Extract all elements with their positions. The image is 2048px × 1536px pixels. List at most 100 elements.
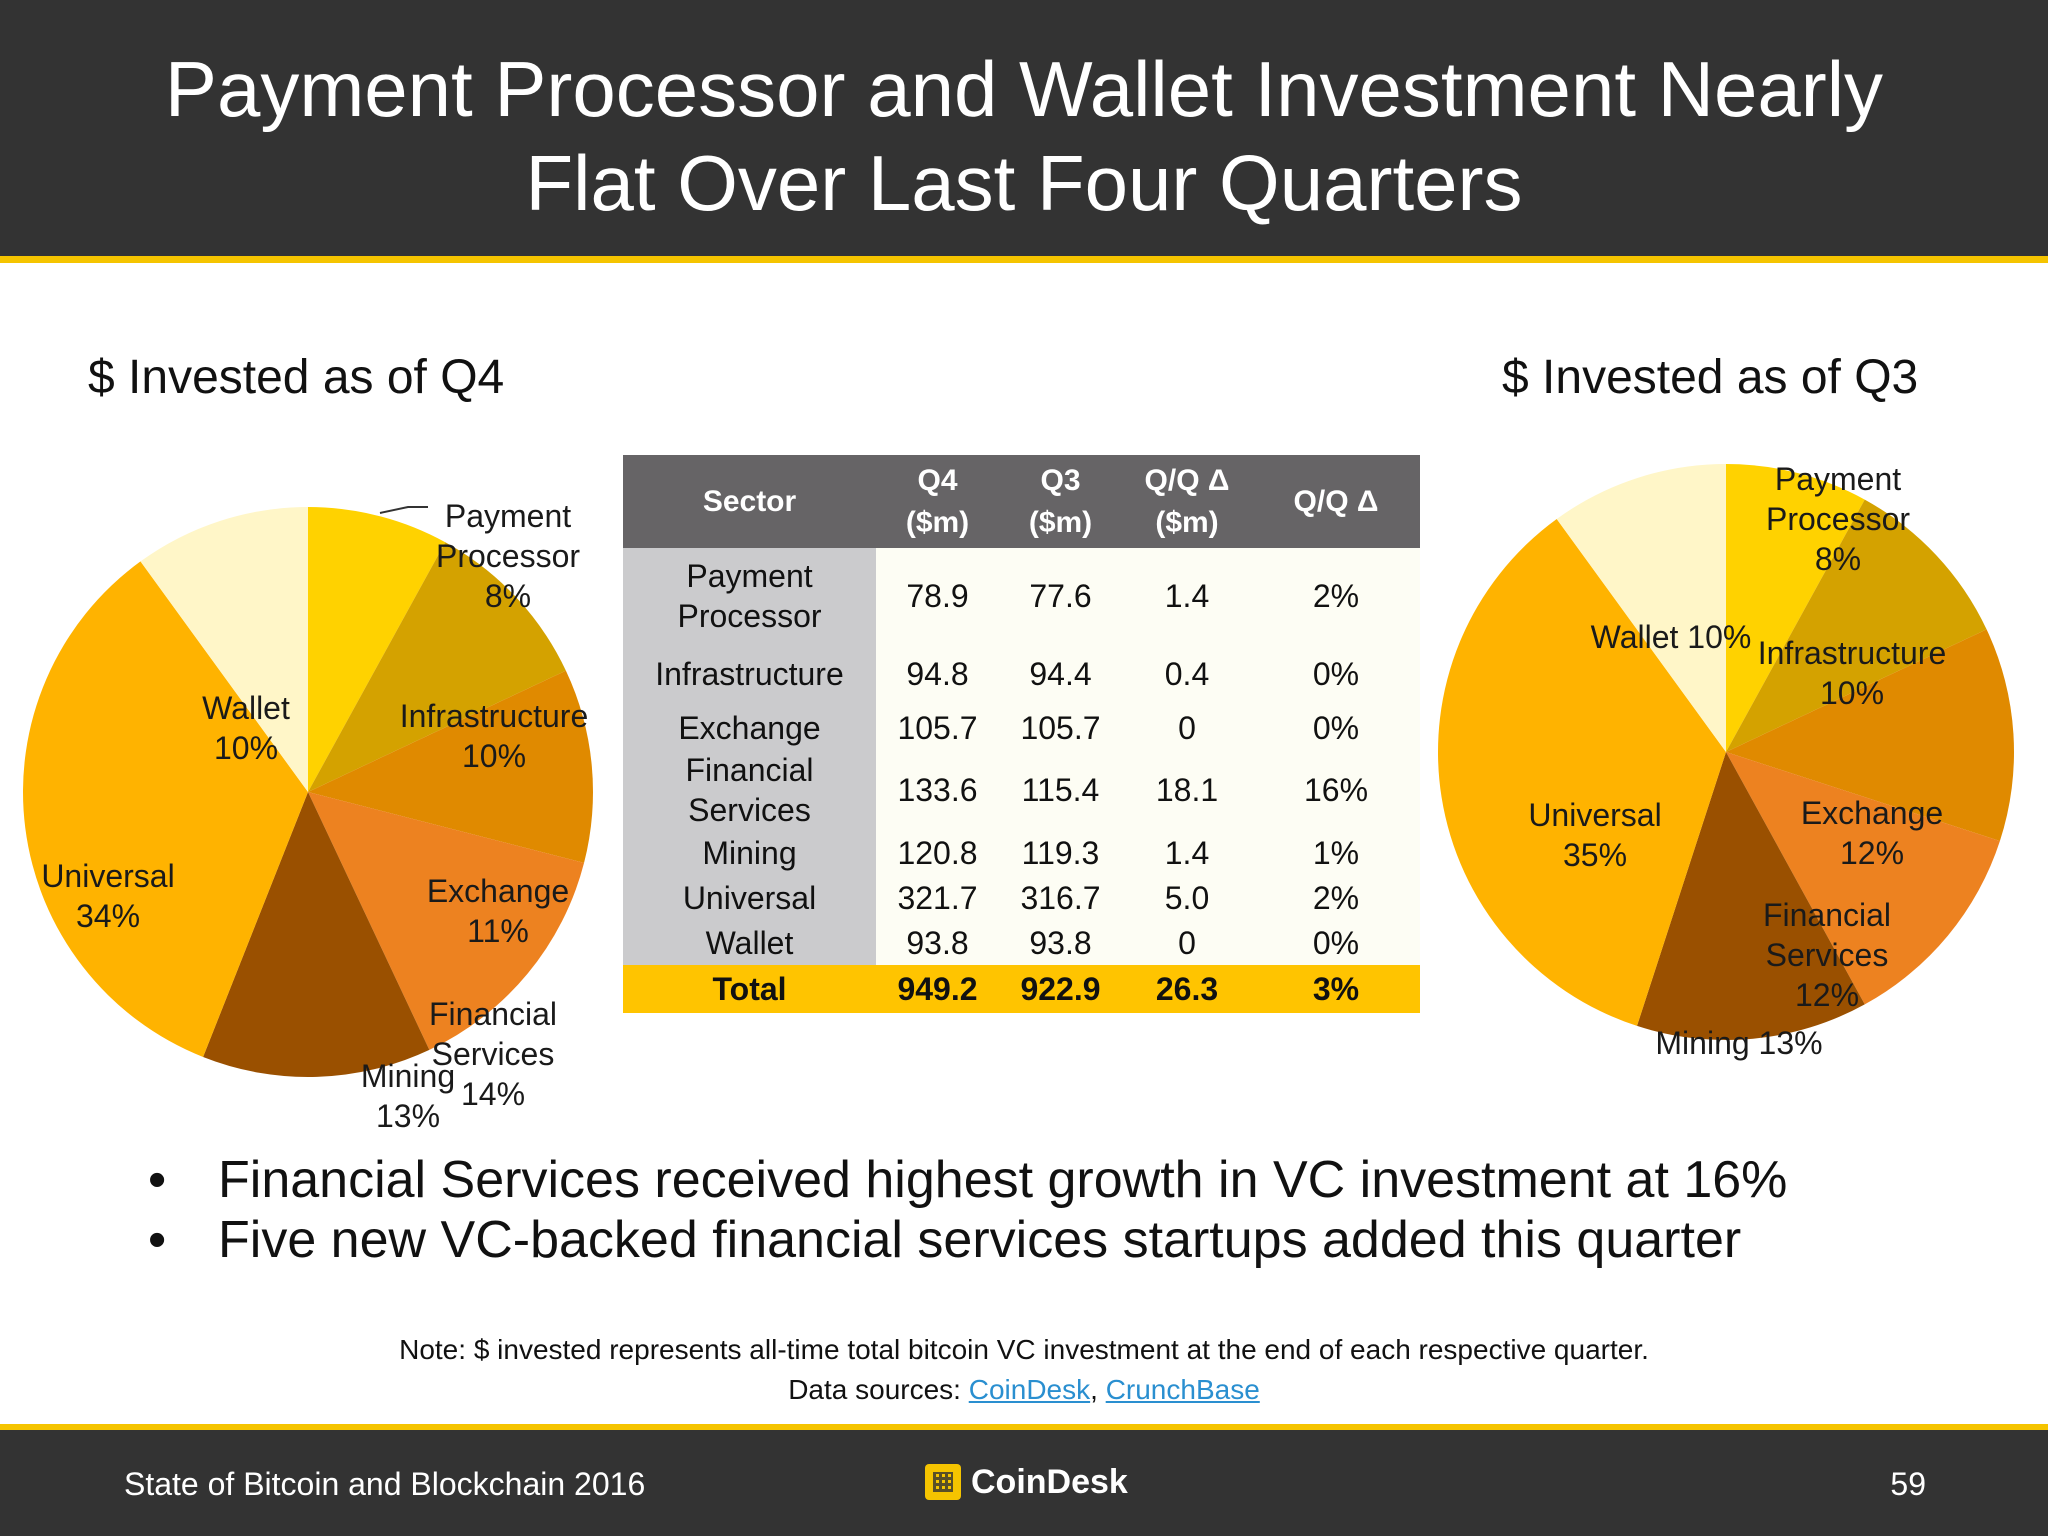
sources-prefix: Data sources: bbox=[788, 1374, 969, 1405]
footnote: Note: $ invested represents all-time tot… bbox=[399, 1334, 1649, 1365]
cell-delta-pct: 1% bbox=[1252, 830, 1420, 875]
cell-q3: 94.4 bbox=[999, 643, 1122, 705]
crunchbase-link[interactable]: CrunchBase bbox=[1105, 1374, 1260, 1405]
slide-title-line-1: Payment Processor and Wallet Investment … bbox=[164, 45, 1884, 133]
footer-report-title: State of Bitcoin and Blockchain 2016 bbox=[124, 1466, 646, 1502]
cell-delta-pct: 0% bbox=[1252, 920, 1420, 965]
cell-q3: 105.7 bbox=[999, 705, 1122, 750]
pie-leader-line bbox=[379, 506, 428, 514]
table-total-row: Total 949.2 922.9 26.3 3% bbox=[623, 965, 1420, 1013]
header-sector: Sector bbox=[623, 455, 876, 548]
cell-total-q4: 949.2 bbox=[876, 965, 999, 1013]
bullet-list: • Financial Services received highest gro… bbox=[148, 1150, 1787, 1270]
sources-separator: , bbox=[1090, 1374, 1106, 1405]
pie-label-universal: Universal 35% bbox=[1528, 797, 1661, 873]
investment-table: Sector Q4 ($m) Q3 ($m) Q/Q Δ ($m) Q/Q Δ Pay… bbox=[623, 455, 1420, 1013]
cell-sector: Financial Services bbox=[623, 750, 876, 830]
cell-total-delta-pct: 3% bbox=[1252, 965, 1420, 1013]
cell-total-delta-m: 26.3 bbox=[1122, 965, 1252, 1013]
cell-delta-m: 1.4 bbox=[1122, 830, 1252, 875]
cell-sector: Exchange bbox=[623, 705, 876, 750]
cell-q3: 93.8 bbox=[999, 920, 1122, 965]
pie-slice-exchange bbox=[308, 670, 593, 863]
pie-slice-wallet bbox=[140, 507, 308, 792]
cell-delta-pct: 0% bbox=[1252, 643, 1420, 705]
bullet-text: Financial Services received highest grow… bbox=[218, 1151, 1788, 1209]
pie-label-financial-services: Financial Services 14% bbox=[429, 996, 557, 1112]
pie-label-financial-services: Financial Services 12% bbox=[1763, 897, 1891, 1013]
page-number: 59 bbox=[1890, 1466, 1926, 1502]
cell-delta-m: 0 bbox=[1122, 705, 1252, 750]
pie-slice-infrastructure bbox=[1726, 499, 1987, 752]
pie-label-infrastructure: Infrastructure 10% bbox=[400, 698, 589, 774]
pie-label-mining: Mining 13% bbox=[1655, 1025, 1822, 1061]
cell-sector: Universal bbox=[623, 875, 876, 920]
cell-delta-pct: 16% bbox=[1252, 750, 1420, 830]
table-row: Wallet 93.8 93.8 0 0% bbox=[623, 920, 1420, 965]
coindesk-logo-text: CoinDesk bbox=[971, 1462, 1128, 1501]
table-row: Infrastructure 94.8 94.4 0.4 0% bbox=[623, 643, 1420, 705]
table-header-row: Sector Q4 ($m) Q3 ($m) Q/Q Δ ($m) Q/Q Δ bbox=[623, 455, 1420, 548]
cell-q4: 105.7 bbox=[876, 705, 999, 750]
cell-q4: 133.6 bbox=[876, 750, 999, 830]
pie-label-exchange: Exchange 11% bbox=[427, 873, 569, 949]
table-row: Mining 120.8 119.3 1.4 1% bbox=[623, 830, 1420, 875]
pie-label-exchange: Exchange 12% bbox=[1801, 795, 1943, 871]
cell-total-q3: 922.9 bbox=[999, 965, 1122, 1013]
cell-sector: Mining bbox=[623, 830, 876, 875]
bullet-text: Five new VC-backed financial services st… bbox=[218, 1211, 1742, 1269]
pie-slice-mining bbox=[203, 792, 430, 1077]
cell-q4: 120.8 bbox=[876, 830, 999, 875]
pie-slice-universal bbox=[22, 561, 309, 1057]
header-q3-line2: ($m) bbox=[1028, 505, 1093, 539]
pie-slice-mining bbox=[1637, 752, 1865, 1040]
bullet-dot: • bbox=[148, 1151, 167, 1209]
table-row: Financial Services 133.6 115.4 18.1 16% bbox=[623, 750, 1420, 830]
bullet-item: • Financial Services received highest gro… bbox=[148, 1150, 1787, 1210]
cell-delta-pct: 2% bbox=[1252, 875, 1420, 920]
pie-chart-q4: Payment Processor 8% Infrastructure 10% Excha… bbox=[22, 498, 593, 1134]
pie-label-wallet: Wallet 10% bbox=[202, 690, 290, 766]
table-row: Exchange 105.7 105.7 0 0% bbox=[623, 705, 1420, 750]
pie-label-wallet: Wallet 10% bbox=[1591, 619, 1752, 655]
cell-q4: 321.7 bbox=[876, 875, 999, 920]
cell-total-label: Total bbox=[623, 965, 876, 1013]
cell-delta-m: 0.4 bbox=[1122, 643, 1252, 705]
header-q4-line2: ($m) bbox=[905, 505, 970, 539]
cell-q4: 94.8 bbox=[876, 643, 999, 705]
data-sources: Data sources: CoinDesk, CrunchBase bbox=[0, 1374, 2048, 1406]
pie-label-payment-processor: Payment Processor 8% bbox=[436, 498, 580, 614]
slide-header: Payment Processor and Wallet Investment … bbox=[0, 0, 2048, 263]
cell-q4: 93.8 bbox=[876, 920, 999, 965]
slide-title-line-2: Flat Over Last Four Quarters bbox=[525, 139, 1523, 227]
pie-slice-wallet bbox=[1556, 464, 1726, 752]
coindesk-logo-icon bbox=[925, 1464, 961, 1500]
cell-sector: Payment Processor bbox=[623, 548, 876, 643]
pie-q3-title: $ Invested as of Q3 bbox=[1502, 351, 1919, 404]
pie-slice-exchange bbox=[1726, 629, 2014, 841]
pie-slice-financial-services bbox=[308, 792, 585, 1050]
pie-slice-universal bbox=[1437, 519, 1726, 1026]
cell-sector: Wallet bbox=[623, 920, 876, 965]
pie-slice-infrastructure bbox=[308, 542, 566, 792]
cell-q3: 115.4 bbox=[999, 750, 1122, 830]
pie-slice-financial-services bbox=[1726, 752, 2000, 1005]
slide-footer: State of Bitcoin and Blockchain 2016 Coi… bbox=[0, 1424, 2048, 1536]
header-q3-line1: Q3 bbox=[1040, 463, 1081, 497]
pie-label-universal: Universal 34% bbox=[41, 858, 174, 934]
cell-delta-pct: 2% bbox=[1252, 548, 1420, 643]
coindesk-link[interactable]: CoinDesk bbox=[968, 1374, 1091, 1405]
header-delta-m-line2: ($m) bbox=[1155, 505, 1219, 539]
pie-slice-payment-processor bbox=[308, 507, 446, 792]
cell-q3: 77.6 bbox=[999, 548, 1122, 643]
header-q4: Q4 ($m) bbox=[876, 455, 999, 548]
header-delta-pct: Q/Q Δ bbox=[1252, 455, 1420, 548]
bullet-item: • Five new VC-backed financial services s… bbox=[148, 1210, 1787, 1270]
pie-label-infrastructure: Infrastructure 10% bbox=[1758, 635, 1947, 711]
pie-q4-title: $ Invested as of Q4 bbox=[88, 351, 505, 404]
header-delta-m-line1: Q/Q Δ bbox=[1144, 463, 1230, 497]
pie-label-payment-processor: Payment Processor 8% bbox=[1766, 461, 1910, 577]
cell-delta-m: 18.1 bbox=[1122, 750, 1252, 830]
header-delta-m: Q/Q Δ ($m) bbox=[1122, 455, 1252, 548]
cell-delta-m: 5.0 bbox=[1122, 875, 1252, 920]
